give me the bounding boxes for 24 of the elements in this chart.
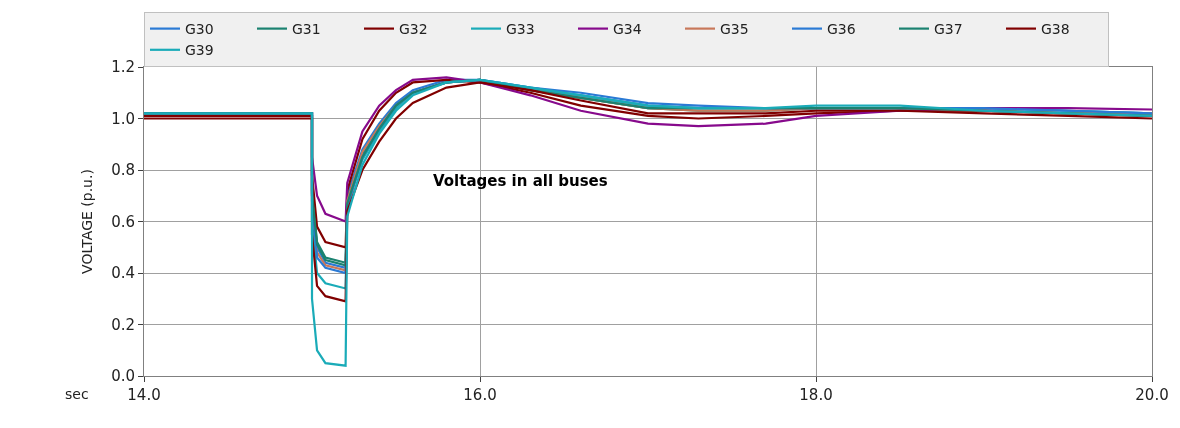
legend-label: G30 <box>185 21 214 38</box>
y-tick-label: 0.2 <box>111 315 135 334</box>
y-tick-label: 1.2 <box>111 58 135 77</box>
x-tick-label: 20.0 <box>1135 386 1169 404</box>
legend-label: G32 <box>399 21 428 38</box>
y-tick-label: 1.0 <box>111 109 135 128</box>
y-axis-title: VOLTAGE (p.u.) <box>78 169 95 274</box>
x-tick-label: 14.0 <box>127 386 161 404</box>
annotation: Voltages in all buses <box>433 172 608 190</box>
legend-label: G39 <box>185 42 214 59</box>
legend-label: G36 <box>827 21 856 38</box>
legend-label: G38 <box>1041 21 1070 38</box>
y-tick-label: 0.8 <box>111 161 135 180</box>
x-tick-label: 18.0 <box>799 386 833 404</box>
legend-label: G33 <box>506 21 535 38</box>
y-tick-label: 0.6 <box>111 212 135 231</box>
legend-label: G37 <box>934 21 963 38</box>
legend-label: G35 <box>720 21 749 38</box>
legend-label: G31 <box>292 21 321 38</box>
legend-label: G34 <box>613 21 642 38</box>
x-axis-title: sec <box>65 386 89 402</box>
y-tick-label: 0.4 <box>111 264 135 283</box>
x-tick-label: 16.0 <box>463 386 497 404</box>
y-tick-label: 0.0 <box>111 367 135 386</box>
